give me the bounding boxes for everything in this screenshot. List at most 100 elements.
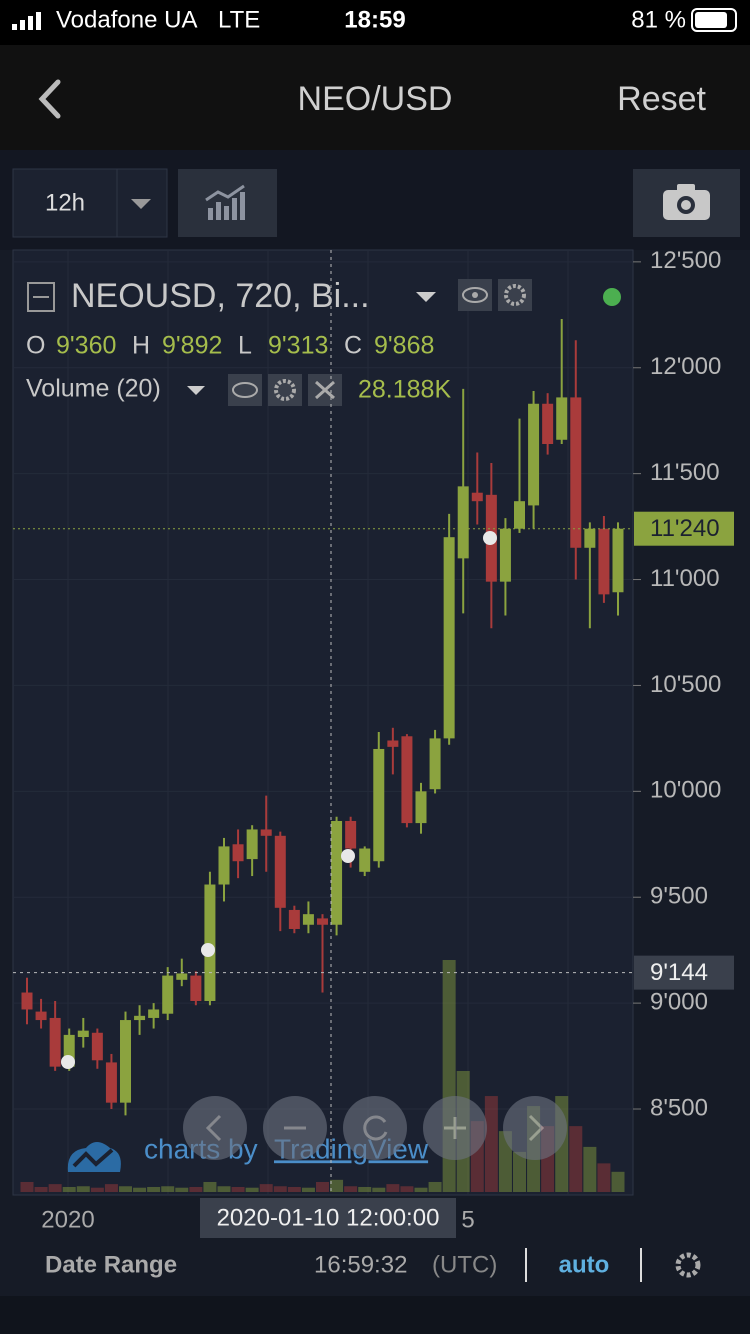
volume-bar (175, 1187, 189, 1192)
candle-body (302, 914, 314, 925)
volume-bar (133, 1187, 147, 1192)
candle-body (162, 975, 174, 1014)
ohlc-key: H (132, 332, 150, 360)
ohlc-key: L (238, 332, 252, 360)
ohlc-value: 9'313 (268, 332, 328, 360)
reset-zoom-button[interactable] (343, 1096, 407, 1160)
candle-body (471, 492, 483, 502)
candle-body (204, 884, 216, 1002)
volume-legend: Volume (20) (26, 375, 161, 403)
settings-button[interactable] (498, 279, 532, 311)
candle-body (387, 740, 399, 747)
y-tick-label: 12'500 (650, 247, 721, 274)
indicators-icon (205, 184, 245, 220)
event-marker (483, 531, 497, 545)
candle-body (514, 501, 525, 529)
zoom-controls (183, 1096, 567, 1160)
volume-bar (301, 1187, 315, 1192)
candle-body (415, 791, 427, 824)
candle-body (49, 1017, 61, 1067)
volume-dropdown[interactable] (187, 386, 205, 395)
icon (444, 1117, 466, 1139)
candle-body (373, 748, 385, 862)
back-button[interactable] (38, 79, 61, 119)
candle-body (35, 1011, 47, 1021)
nav-bar (0, 45, 750, 150)
status-bar (0, 0, 750, 45)
volume-bar (330, 1179, 344, 1192)
crosshair-time-box (200, 1198, 456, 1238)
battery-level: 81 % (631, 6, 686, 33)
reset-button[interactable]: Reset (617, 80, 706, 118)
y-tick-label: 11'000 (650, 565, 720, 592)
camera-icon (663, 184, 710, 220)
ohlc-key: O (26, 332, 45, 360)
candle-body (105, 1062, 117, 1103)
y-tick-label: 12'000 (650, 353, 721, 380)
nav-title: NEO/USD (298, 80, 453, 118)
signal-icon (12, 12, 41, 30)
collapse-icon[interactable] (27, 282, 55, 312)
candle-body (21, 992, 33, 1010)
interval: 12h (45, 189, 85, 216)
volume-bar (20, 1181, 34, 1192)
symbol-legend: NEOUSD, 720, Bi... (71, 277, 370, 315)
eye-icon (462, 287, 488, 303)
ohlc-value: 9'892 (162, 332, 222, 360)
volume-bar (147, 1186, 161, 1192)
candle-body (274, 835, 286, 908)
candle-body (612, 528, 624, 593)
volume-bar (569, 1126, 583, 1192)
candle-body (443, 537, 455, 739)
scroll-right-button[interactable] (503, 1096, 567, 1160)
bottom-bar (0, 1296, 750, 1334)
candle-body (345, 820, 357, 849)
event-marker (201, 943, 215, 957)
eye-icon (232, 382, 258, 398)
volume-bar (513, 1151, 526, 1192)
ohlc-legend: O 9'360 H 9'892 L 9'313 C 9'868 (26, 332, 434, 360)
event-marker (341, 849, 355, 863)
crosshair-time: 2020-01-10 12:00:00 (217, 1204, 440, 1231)
network: LTE (218, 6, 260, 33)
gear-icon (504, 284, 526, 306)
volume-bar (34, 1186, 48, 1192)
date-range-button[interactable]: Date Range (45, 1251, 177, 1278)
candle-body (260, 829, 272, 836)
auto-scale-button[interactable]: auto (559, 1251, 610, 1278)
volume-bar (273, 1186, 287, 1192)
footer-timezone: (UTC) (432, 1251, 497, 1278)
volume-bar (90, 1187, 104, 1192)
volume-bar (76, 1186, 90, 1192)
candle-body (570, 397, 582, 548)
candle-body (584, 528, 596, 548)
indicators-button[interactable] (178, 169, 277, 237)
settings-gear[interactable] (675, 1252, 701, 1278)
candle-body (556, 397, 568, 440)
candle-body (63, 1034, 75, 1067)
crosshair-price-box (634, 955, 734, 990)
clock: 18:59 (344, 6, 405, 33)
volume-bar (316, 1181, 329, 1192)
candle-body (598, 528, 610, 595)
volume-bar (484, 1096, 498, 1192)
y-tick-label: 10'500 (650, 671, 721, 698)
last-price-box (634, 511, 734, 546)
legend-dropdown[interactable] (416, 292, 436, 302)
volume-bar (386, 1184, 400, 1192)
volume-bar (104, 1184, 118, 1192)
volume-settings-button[interactable] (268, 374, 302, 406)
volume-bar (259, 1184, 273, 1192)
volume-bar (62, 1186, 76, 1192)
ohlc-value: 9'868 (374, 332, 434, 360)
dropdown-arrow[interactable] (131, 199, 151, 209)
candle-body (429, 738, 441, 790)
battery-fill (695, 12, 727, 28)
volume-bar (245, 1187, 259, 1192)
ohlc-key: C (344, 332, 362, 360)
volume-bar (161, 1186, 175, 1192)
candle-body (401, 736, 413, 824)
scroll-left-button[interactable] (183, 1096, 247, 1160)
